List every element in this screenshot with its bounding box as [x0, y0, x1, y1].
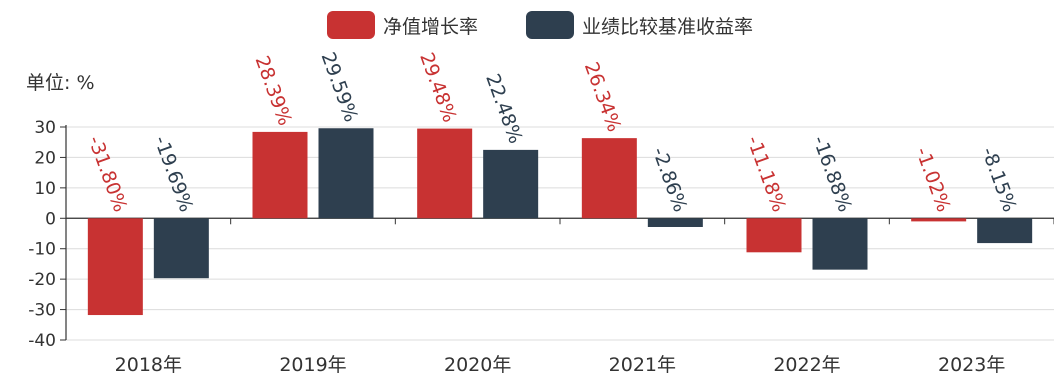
legend-swatch — [526, 11, 574, 39]
data-label: 22.48% — [481, 71, 526, 147]
x-tick-label: 2020年 — [444, 354, 511, 376]
y-tick-label: -40 — [28, 331, 56, 351]
y-tick-label: 10 — [34, 179, 56, 199]
bar — [252, 131, 308, 219]
legend-swatch — [327, 11, 375, 39]
y-unit-label: 单位: % — [26, 72, 95, 94]
x-tick-label: 2019年 — [279, 354, 346, 376]
data-label: 29.59% — [317, 49, 362, 125]
bar — [87, 218, 143, 316]
x-tick-label: 2023年 — [938, 354, 1005, 376]
bar — [318, 128, 374, 219]
data-label: -8.15% — [977, 144, 1021, 215]
y-tick-label: 30 — [34, 118, 56, 138]
legend-label: 净值增长率 — [383, 16, 478, 38]
y-tick-label: -30 — [28, 301, 56, 321]
y-tick-label: 0 — [45, 209, 56, 229]
legend-label: 业绩比较基准收益率 — [582, 16, 753, 38]
bar — [911, 218, 967, 222]
data-label: -11.18% — [742, 133, 790, 215]
data-label: -16.88% — [808, 133, 856, 215]
x-tick-label: 2022年 — [773, 354, 840, 376]
bar — [647, 218, 703, 227]
data-label: -1.02% — [911, 144, 955, 215]
x-tick-label: 2021年 — [609, 354, 676, 376]
data-label: 28.39% — [251, 53, 296, 129]
x-tick-label: 2018年 — [115, 354, 182, 376]
y-tick-label: 20 — [34, 148, 56, 168]
bar — [812, 218, 868, 270]
bar — [153, 218, 209, 279]
bar — [977, 218, 1033, 244]
bar — [417, 128, 473, 219]
data-label: 26.34% — [580, 59, 625, 135]
data-label: -2.86% — [648, 144, 692, 215]
bar — [483, 149, 539, 219]
data-label: -31.80% — [84, 133, 132, 215]
data-label: 29.48% — [415, 50, 460, 126]
y-tick-label: -10 — [28, 240, 56, 260]
data-label: -19.69% — [150, 133, 198, 215]
bar — [746, 218, 802, 253]
bar — [581, 138, 637, 219]
y-tick-label: -20 — [28, 270, 56, 290]
